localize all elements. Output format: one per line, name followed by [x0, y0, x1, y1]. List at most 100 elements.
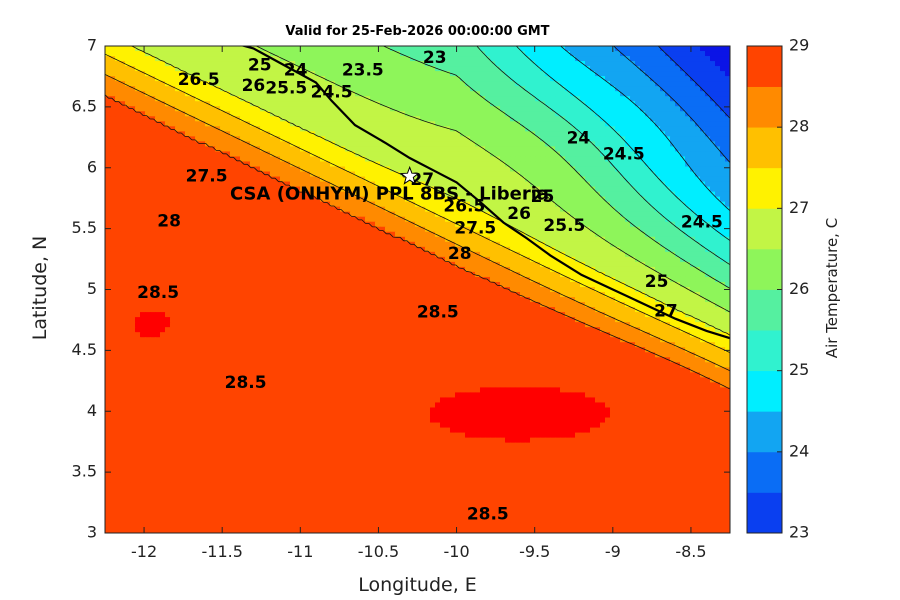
contour-cell: [510, 71, 516, 77]
contour-cell: [470, 166, 476, 173]
contour-cell: [375, 236, 381, 243]
contour-cell: [350, 231, 356, 238]
contour-cell: [360, 151, 366, 158]
contour-cell: [405, 161, 411, 168]
contour-cell: [670, 76, 676, 82]
contour-cell: [365, 81, 371, 87]
contour-cell: [550, 101, 556, 107]
contour-cell: [635, 66, 641, 72]
contour-cell: [345, 131, 351, 137]
contour-cell: [510, 151, 516, 158]
contour-cell: [320, 71, 326, 77]
contour-cell: [190, 56, 196, 62]
contour-cell: [140, 236, 146, 243]
contour-cell: [530, 61, 536, 67]
contour-cell: [155, 51, 161, 57]
contour-cell: [645, 216, 651, 223]
contour-cell: [320, 221, 326, 228]
contour-cell: [200, 86, 206, 92]
contour-cell: [470, 221, 476, 228]
contour-cell: [550, 111, 556, 117]
contour-cell: [460, 211, 466, 218]
contour-cell: [700, 196, 706, 203]
contour-cell: [685, 116, 691, 122]
contour-cell: [705, 126, 711, 132]
contour-cell: [120, 51, 126, 57]
contour-cell: [335, 231, 341, 238]
contour-cell: [120, 186, 126, 193]
contour-cell: [240, 181, 246, 188]
contour-cell: [245, 91, 251, 97]
contour-cell: [400, 161, 406, 168]
contour-cell: [535, 151, 541, 158]
contour-cell: [500, 196, 506, 203]
contour-cell: [345, 236, 351, 243]
contour-cell: [180, 96, 186, 102]
contour-cell: [295, 76, 301, 82]
contour-cell: [260, 76, 266, 82]
contour-cell: [715, 136, 721, 142]
contour-cell: [125, 86, 131, 92]
contour-cell: [260, 136, 266, 142]
contour-cell: [120, 56, 126, 62]
contour-cell: [650, 156, 656, 163]
contour-cell: [180, 116, 186, 122]
contour-cell: [400, 211, 406, 218]
contour-cell: [245, 141, 251, 148]
contour-cell: [625, 236, 631, 243]
contour-cell: [570, 61, 576, 67]
contour-cell: [500, 151, 506, 158]
contour-cell: [245, 66, 251, 72]
contour-cell: [205, 191, 211, 198]
contour-cell: [660, 56, 666, 62]
contour-cell: [335, 61, 341, 67]
contour-cell: [545, 196, 551, 203]
contour-cell: [450, 91, 456, 97]
contour-cell: [465, 176, 471, 183]
contour-cell: [565, 101, 571, 107]
contour-cell: [530, 191, 536, 198]
contour-cell: [710, 126, 716, 132]
contour-cell: [690, 56, 696, 62]
contour-cell: [620, 201, 626, 208]
contour-cell: [530, 201, 536, 208]
contour-cell: [120, 146, 126, 153]
contour-cell: [105, 66, 111, 72]
contour-cell: [690, 191, 696, 198]
contour-cell: [530, 66, 536, 72]
contour-cell: [335, 151, 341, 158]
contour-cell: [480, 176, 486, 183]
contour-cell: [580, 156, 586, 163]
contour-cell: [605, 66, 611, 72]
contour-cell: [170, 226, 176, 233]
contour-cell: [275, 191, 281, 198]
contour-cell: [580, 106, 586, 112]
contour-cell: [175, 221, 181, 228]
contour-cell: [545, 121, 551, 127]
contour-cell: [210, 126, 216, 132]
contour-cell: [615, 116, 621, 122]
contour-cell: [685, 141, 691, 148]
contour-cell: [660, 181, 666, 188]
contour-cell: [295, 196, 301, 203]
contour-cell: [180, 66, 186, 72]
contour-cell: [655, 181, 661, 188]
contour-cell: [210, 161, 216, 168]
contour-cell: [665, 236, 671, 243]
contour-cell: [305, 146, 311, 153]
contour-cell: [705, 211, 711, 218]
contour-cell: [540, 121, 546, 127]
contour-cell: [710, 141, 716, 148]
contour-cell: [160, 146, 166, 153]
contour-cell: [560, 211, 566, 218]
contour-cell: [185, 96, 191, 102]
contour-cell: [700, 206, 706, 213]
contour-cell: [645, 111, 651, 117]
contour-cell: [595, 136, 601, 142]
contour-cell: [160, 216, 166, 223]
contour-cell: [555, 101, 561, 107]
contour-cell: [390, 126, 396, 132]
contour-cell: [365, 236, 371, 243]
contour-cell: [340, 196, 346, 203]
contour-cell: [635, 106, 641, 112]
